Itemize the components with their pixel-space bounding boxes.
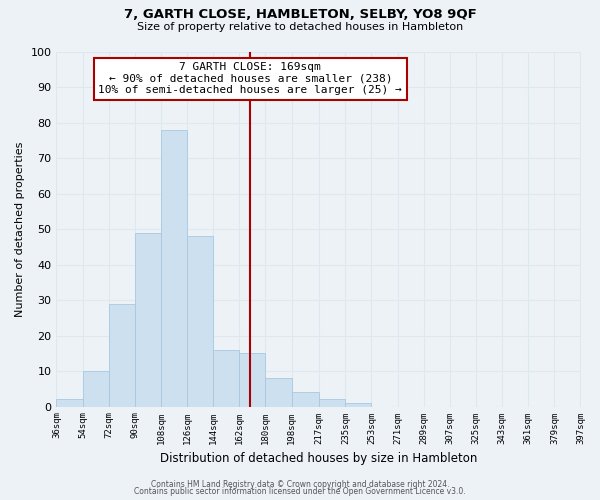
Text: 7, GARTH CLOSE, HAMBLETON, SELBY, YO8 9QF: 7, GARTH CLOSE, HAMBLETON, SELBY, YO8 9Q… xyxy=(124,8,476,20)
Text: Contains HM Land Registry data © Crown copyright and database right 2024.: Contains HM Land Registry data © Crown c… xyxy=(151,480,449,489)
Text: Contains public sector information licensed under the Open Government Licence v3: Contains public sector information licen… xyxy=(134,487,466,496)
Bar xyxy=(292,392,319,406)
Bar xyxy=(187,236,213,406)
Bar xyxy=(213,350,239,406)
Bar xyxy=(239,354,265,406)
Y-axis label: Number of detached properties: Number of detached properties xyxy=(15,142,25,316)
X-axis label: Distribution of detached houses by size in Hambleton: Distribution of detached houses by size … xyxy=(160,452,477,465)
Text: 7 GARTH CLOSE: 169sqm
← 90% of detached houses are smaller (238)
10% of semi-det: 7 GARTH CLOSE: 169sqm ← 90% of detached … xyxy=(98,62,402,96)
Text: Size of property relative to detached houses in Hambleton: Size of property relative to detached ho… xyxy=(137,22,463,32)
Bar xyxy=(135,232,161,406)
Bar xyxy=(83,371,109,406)
Bar xyxy=(161,130,187,406)
Bar xyxy=(346,403,371,406)
Bar xyxy=(56,400,83,406)
Bar xyxy=(319,400,346,406)
Bar xyxy=(265,378,292,406)
Bar xyxy=(109,304,135,406)
